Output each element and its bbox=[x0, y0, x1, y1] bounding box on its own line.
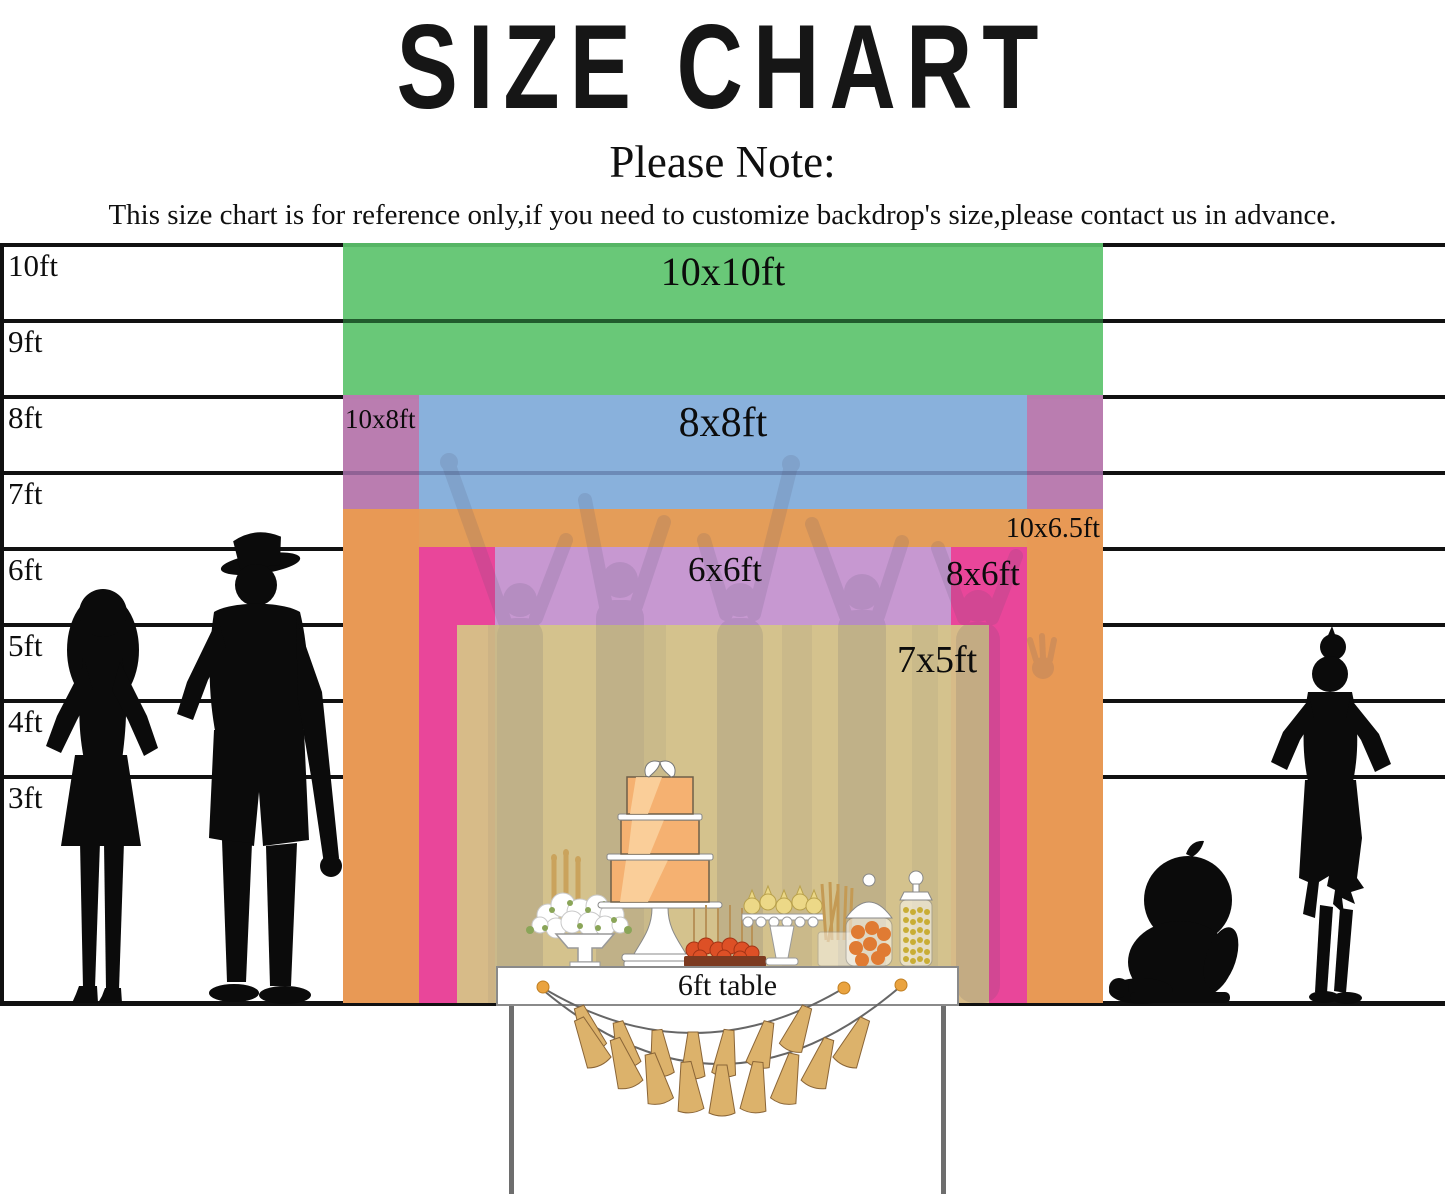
ruler-label-9ft: 9ft bbox=[8, 324, 43, 359]
table-leg-left bbox=[509, 1006, 514, 1194]
note-heading: Please Note: bbox=[609, 137, 836, 187]
banquet-table: 6ft table bbox=[496, 966, 959, 1006]
ruler-label-10ft: 10ft bbox=[8, 248, 58, 283]
ruler-label-6ft: 6ft bbox=[8, 552, 43, 587]
note-body: This size chart is for reference only,if… bbox=[108, 199, 1337, 231]
backdrop-label-10x8: 10x8ft bbox=[345, 404, 416, 434]
backdrop-label-10x10: 10x10ft bbox=[660, 249, 786, 294]
ruler-label-3ft: 3ft bbox=[8, 780, 43, 815]
backdrop-label-7x5: 7x5ft bbox=[897, 639, 978, 681]
cake-topper-birds-icon bbox=[644, 760, 676, 778]
wedding-cake-icon bbox=[597, 760, 723, 968]
ruler-line-9ft-overlay bbox=[343, 319, 1103, 323]
silhouette-girl-right bbox=[1271, 626, 1391, 1004]
ruler-label-8ft: 8ft bbox=[8, 400, 43, 435]
page-title: SIZE CHART bbox=[396, 1, 1049, 134]
pear-stand-icon bbox=[741, 884, 825, 966]
backdrop-label-8x6: 8x6ft bbox=[946, 554, 1020, 593]
silhouette-baby bbox=[1109, 840, 1239, 1004]
ruler-label-5ft: 5ft bbox=[8, 628, 43, 663]
table-label: 6ft table bbox=[677, 969, 778, 1002]
backdrop-label-10x6-5: 10x6.5ft bbox=[1005, 513, 1100, 544]
table-leg-right bbox=[941, 1006, 946, 1194]
silhouette-man-left bbox=[177, 532, 342, 1004]
ruler-label-4ft: 4ft bbox=[8, 704, 43, 739]
candles-icon bbox=[551, 849, 581, 908]
ruler-label-7ft: 7ft bbox=[8, 476, 43, 511]
cake-pops-icon bbox=[684, 905, 766, 967]
candy-jar-orange-icon bbox=[845, 873, 893, 967]
backdrop-label-6x6: 6x6ft bbox=[688, 550, 762, 589]
garland-pins bbox=[536, 978, 908, 995]
silhouette-woman-left bbox=[46, 589, 158, 1003]
ruler-line-7ft-overlay bbox=[343, 471, 1103, 475]
backdrop-label-8x8: 8x8ft bbox=[678, 400, 768, 446]
